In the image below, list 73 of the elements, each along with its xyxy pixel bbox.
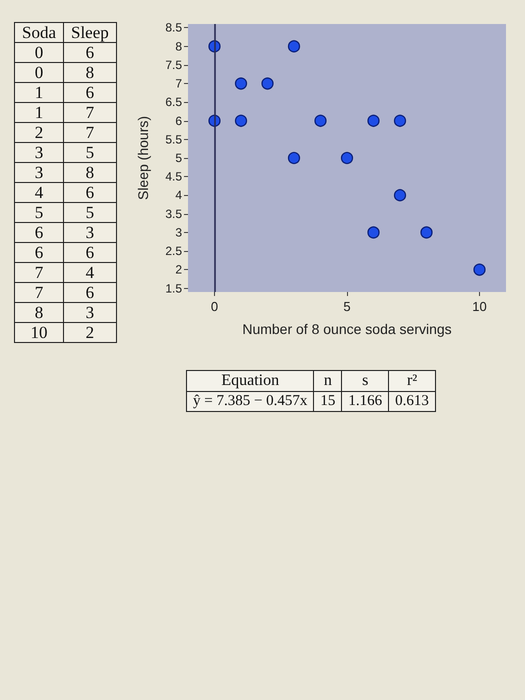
text: 7 [14,262,64,282]
point [314,114,327,127]
point [420,226,433,239]
text: 1 [14,102,64,122]
point [473,264,486,276]
text: 3 [14,142,64,162]
point [394,189,406,202]
y-tick-label: 1.5 [165,281,182,296]
text: Soda [14,22,64,42]
text: 3 [14,162,64,182]
point [340,152,354,164]
y-tick-label: 5.5 [165,132,182,146]
text: 15 [314,392,342,412]
text: 0 [14,42,64,62]
point [288,152,300,164]
text: 6 [64,282,116,302]
text: ŷ = 7.385 − 0.457x [186,392,314,412]
y-tick-label: 6 [175,114,182,128]
text: 5 [14,202,64,222]
text: 2 [14,122,64,142]
point [261,77,274,90]
text: r² [388,370,436,392]
text: 7 [14,282,64,302]
text: n [314,370,342,392]
text: 1 [14,82,64,102]
y-tick-label: 4.5 [165,170,182,184]
point [394,114,406,127]
text: 0 [14,62,64,82]
text: 8 [14,302,64,322]
text: 2 [64,322,116,342]
text: 8 [64,162,116,182]
text: 6 [64,242,116,262]
text: 1.166 [342,392,389,412]
text: s [342,370,389,392]
text: 3 [64,302,116,322]
y-axis-title: Sleep (hours) [135,116,151,200]
y-tick-label: 8.5 [165,20,182,35]
x-axis-title: Number of 8 ounce soda servings [242,321,452,337]
text: 10 [14,322,64,342]
text: 6 [64,42,116,62]
point [367,114,380,127]
text: Equation [186,370,314,392]
x-tick-label: 5 [343,299,351,314]
text: 3 [64,222,116,242]
text: 6 [14,222,64,242]
text: 0.613 [388,392,436,412]
text: 7 [64,122,116,142]
text: 6 [64,182,116,202]
text: 6 [14,242,64,262]
y-tick-label: 3.5 [165,206,182,221]
y-tick-label: 8 [175,39,182,54]
x-tick-label: 10 [472,299,487,314]
y-tick-label: 2 [175,262,182,277]
text: 5 [64,142,116,162]
point [367,226,380,239]
y-tick-label: 7.5 [165,58,182,72]
text: 6 [64,82,116,102]
text: Sleep [64,22,116,42]
text: 7 [64,102,116,122]
y-tick-label: 6.5 [165,95,182,110]
point [234,114,248,127]
y-tick-label: 7 [175,76,182,91]
text: 5 [64,202,116,222]
point [288,40,300,52]
point [234,77,248,90]
text: 4 [14,182,64,202]
y-tick-label: 5 [175,151,182,165]
x-tick-label: 0 [210,299,218,314]
y-tick-label: 3 [175,225,182,240]
y-tick-label: 2.5 [165,244,182,258]
text: 8 [64,62,116,82]
text: 4 [64,262,116,282]
y-tick-label: 4 [175,188,182,202]
